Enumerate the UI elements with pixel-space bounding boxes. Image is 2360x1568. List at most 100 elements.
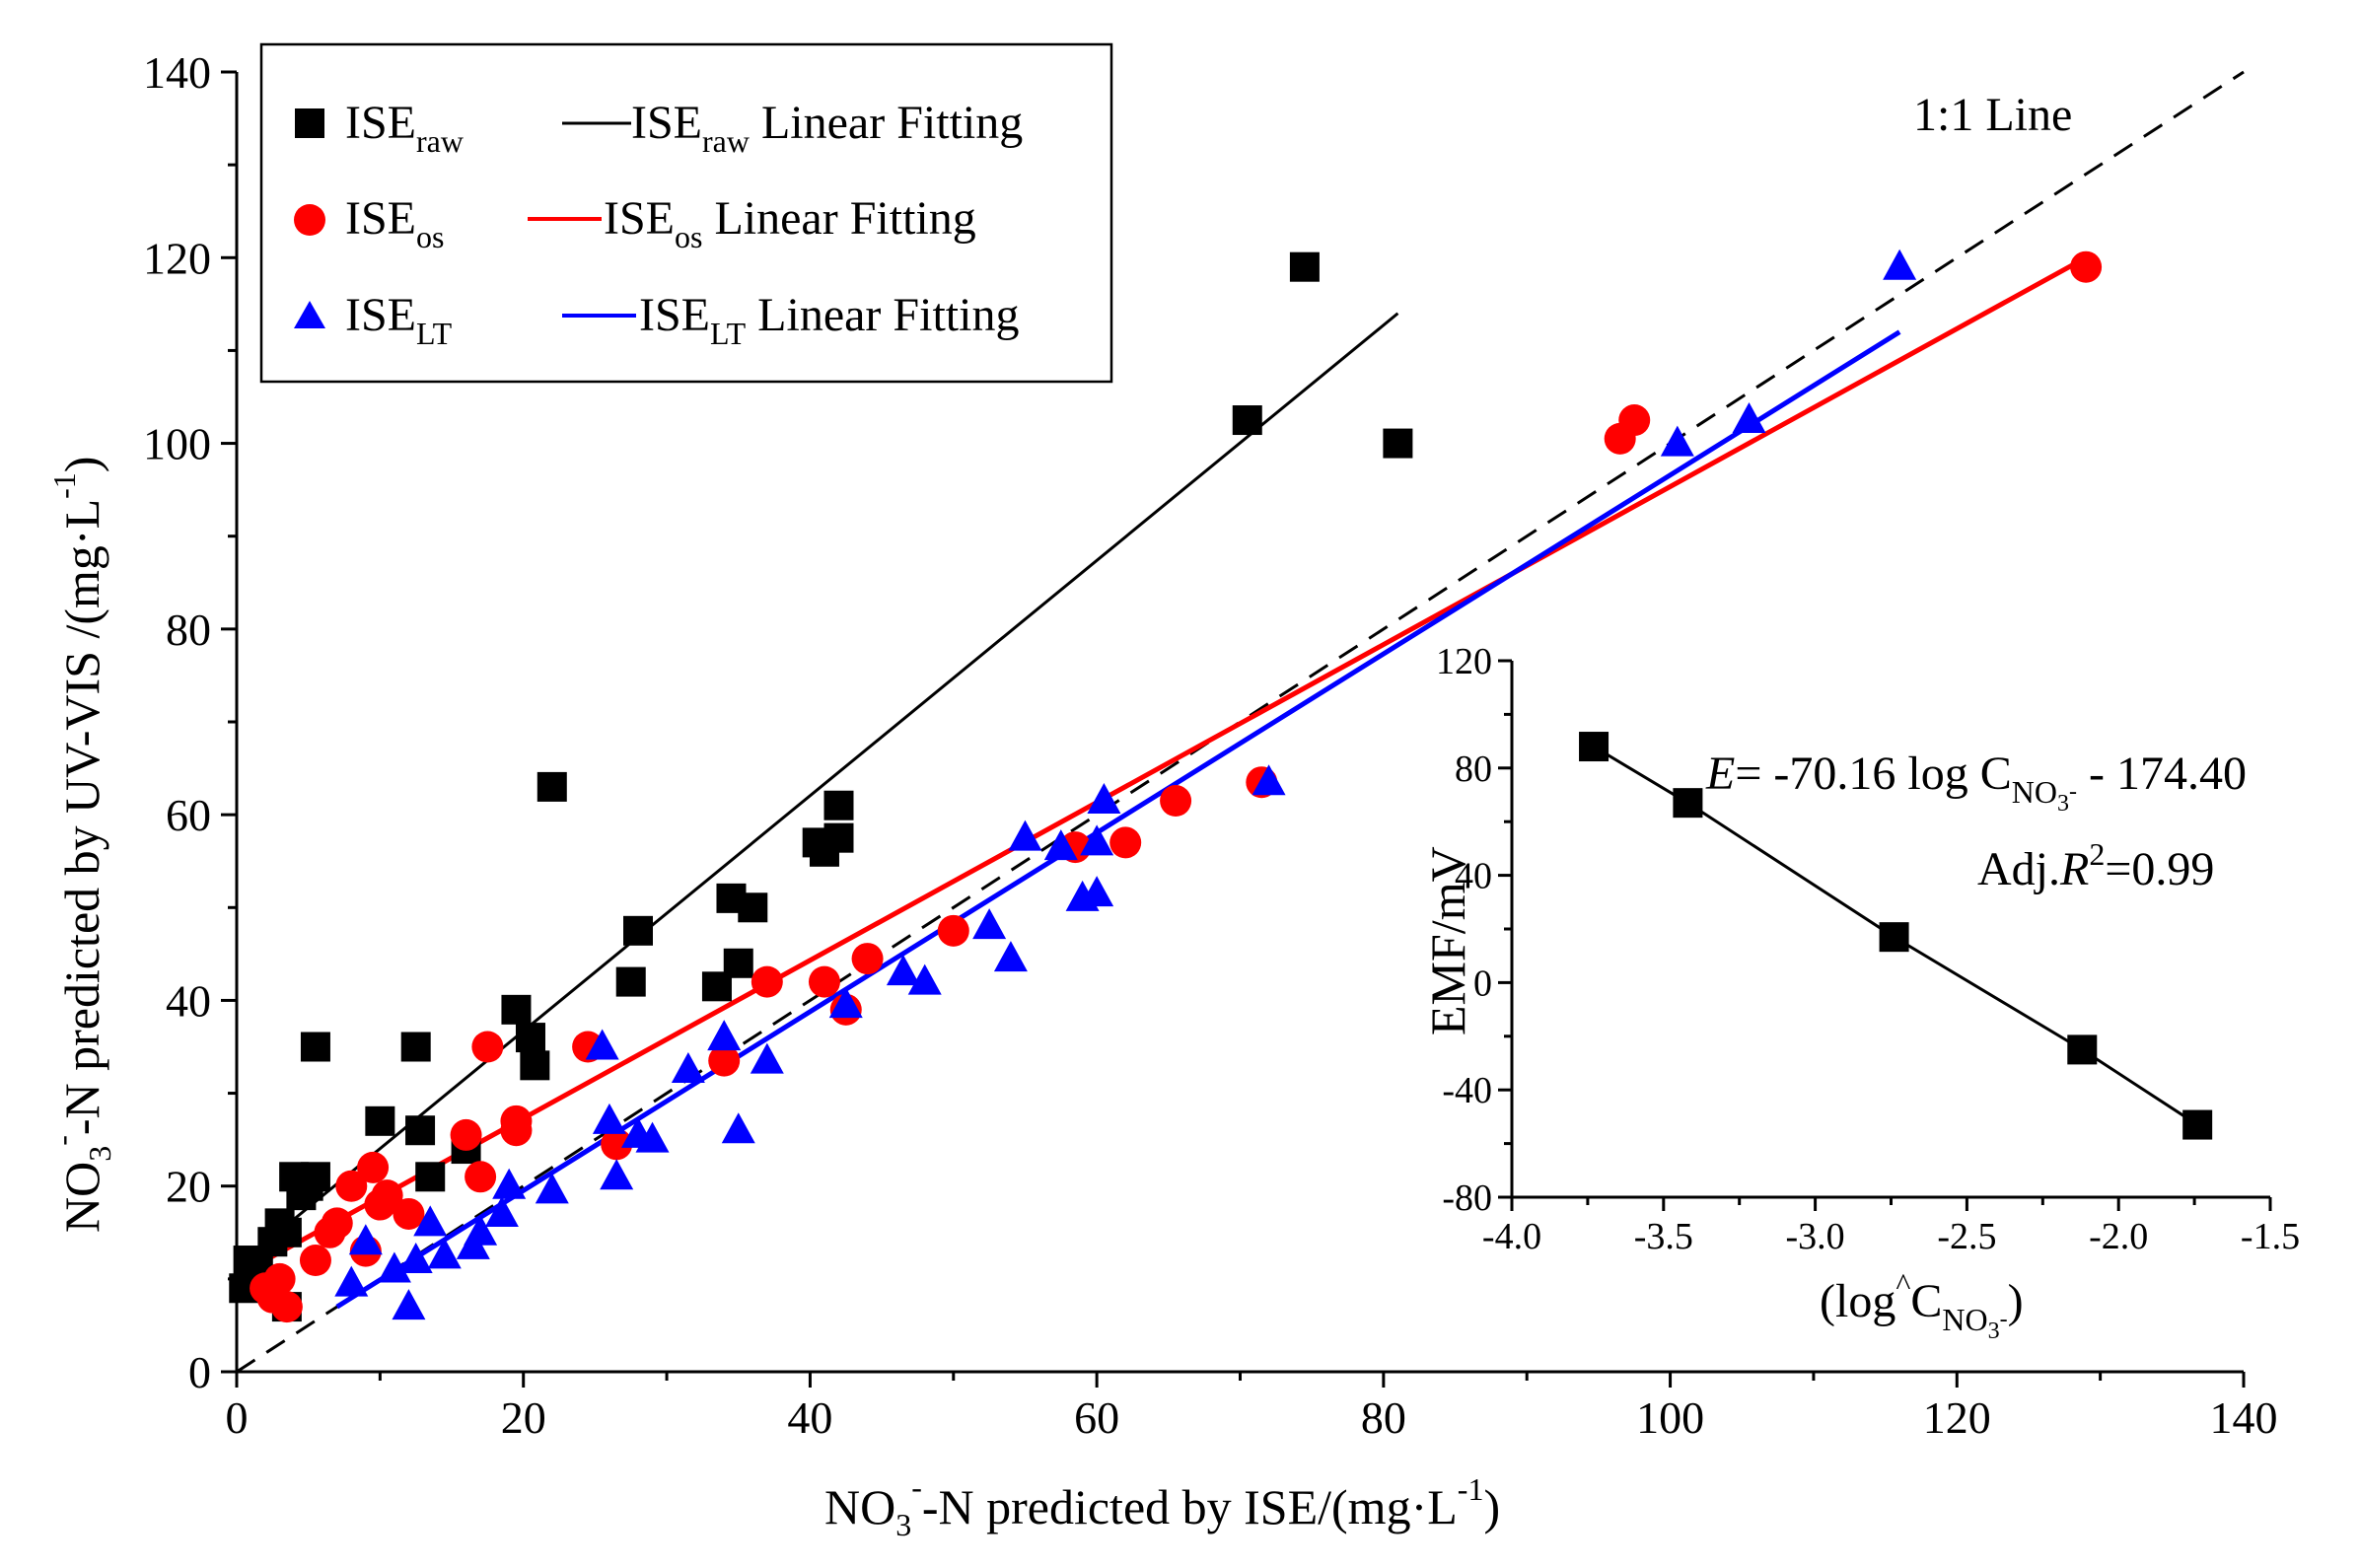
inset-point [1673, 788, 1703, 819]
point-ise-os [357, 1151, 390, 1183]
point-ise-os [2070, 250, 2103, 283]
point-ise-lt [484, 1195, 519, 1227]
point-ise-os [500, 1114, 533, 1147]
legend-fit-label-os: ISEos Linear Fitting [604, 192, 976, 254]
main-x-tick-label: 120 [1923, 1392, 1991, 1443]
point-ise-lt [398, 1243, 433, 1274]
point-ise-raw [723, 948, 753, 978]
inset-x-tick-label: -2.0 [2089, 1216, 2148, 1257]
point-ise-os [299, 1245, 331, 1277]
point-ise-os [851, 943, 884, 975]
point-ise-lt [585, 1029, 619, 1060]
point-ise-raw [405, 1115, 436, 1146]
inset-x-tick-label: -4.0 [1482, 1216, 1541, 1257]
inset-x-tick-label: -2.5 [1937, 1216, 1996, 1257]
legend: ISEraw ISEraw Linear Fitting ISEos ISEos… [259, 42, 1113, 384]
point-ise-raw [271, 1217, 302, 1247]
inset-point [2182, 1109, 2213, 1140]
legend-label-os: ISEos [345, 192, 444, 254]
point-ise-os [465, 1161, 497, 1193]
point-ise-os [751, 965, 783, 998]
legend-label-raw: ISEraw [345, 97, 464, 159]
legend-marker-lt [294, 301, 325, 328]
fit-line-ise-raw [243, 312, 1399, 1262]
point-ise-os [937, 914, 969, 947]
point-ise-os [393, 1197, 425, 1230]
inset-x-tick-label: -1.5 [2241, 1216, 2300, 1257]
inset-x-ticks: -4.0 -3.5 -3.0 -2.5 -2.0 -1.5 [1482, 1197, 2300, 1257]
point-ise-lt [671, 1052, 705, 1084]
inset-r2: Adj.R2=0.99 [1977, 836, 2214, 895]
point-ise-lt [1080, 824, 1114, 856]
legend-box [259, 42, 1113, 384]
point-ise-raw [1232, 405, 1262, 436]
point-ise-lt [600, 1159, 634, 1190]
point-ise-lt [464, 1214, 498, 1246]
point-ise-os [1618, 404, 1651, 437]
point-ise-os [270, 1291, 303, 1323]
main-y-tick-label: 0 [188, 1347, 211, 1397]
main-x-axis-title: NO3--N predicted by ISE/(mg·L-1) [824, 1469, 1500, 1542]
main-y-tick-label: 40 [166, 975, 211, 1026]
point-ise-raw [400, 1032, 431, 1062]
inset-y-axis-title: EMF/mV [1420, 846, 1475, 1035]
point-ise-os [335, 1170, 368, 1202]
inset-y-tick-label: -80 [1442, 1177, 1492, 1219]
point-ise-os [1109, 826, 1142, 859]
inset-equation: E= -70.16 log CNO3- - 174.40 [1705, 748, 2247, 817]
point-ise-lt [392, 1289, 426, 1320]
point-ise-lt [721, 1112, 755, 1144]
point-ise-lt [334, 1265, 369, 1297]
point-ise-lt [907, 963, 942, 995]
legend-marker-os [294, 204, 325, 236]
main-y-tick-label: 20 [166, 1162, 211, 1212]
inset-x-tick-label: -3.5 [1634, 1216, 1693, 1257]
point-ise-lt [635, 1121, 670, 1153]
inset-y-tick-label: 120 [1436, 641, 1492, 682]
main-x-tick-label: 80 [1361, 1392, 1406, 1443]
inset-point [1579, 732, 1609, 762]
main-y-axis-title: NO3--N predicted by UV-VIS /(mg·L-1) [44, 457, 117, 1233]
one-to-one-line [236, 70, 2245, 1374]
point-ise-raw [300, 1162, 330, 1192]
point-ise-raw [415, 1162, 446, 1192]
main-x-ticks: 0 20 40 60 80 100 120 140 [226, 1372, 2278, 1443]
point-ise-lt [413, 1205, 448, 1237]
legend-marker-raw [295, 108, 324, 138]
inset-point [2067, 1034, 2098, 1065]
point-ise-lt [1008, 820, 1042, 851]
legend-label-lt: ISELT [345, 289, 453, 351]
point-ise-raw [365, 1105, 395, 1136]
point-ise-lt [427, 1238, 462, 1269]
point-ise-os [371, 1179, 403, 1212]
main-y-tick-label: 80 [166, 605, 211, 655]
point-ise-lt [592, 1103, 626, 1134]
point-ise-raw [823, 822, 854, 853]
main-y-tick-label: 60 [166, 790, 211, 840]
main-x-tick-label: 40 [787, 1392, 832, 1443]
inset-y-ticks: -80 -40 0 40 80 120 [1436, 641, 1512, 1219]
point-ise-lt [750, 1042, 784, 1074]
point-ise-lt [1080, 876, 1114, 907]
fit-line-ise-os [263, 255, 2088, 1263]
point-ise-lt [492, 1168, 527, 1199]
legend-fit-label-raw: ISEraw Linear Fitting [631, 97, 1023, 159]
main-x-tick-label: 100 [1636, 1392, 1704, 1443]
point-ise-raw [623, 915, 653, 946]
point-ise-lt [993, 941, 1028, 972]
point-ise-raw [615, 966, 646, 997]
point-ise-os [808, 965, 840, 998]
inset-y-tick-label: 80 [1455, 748, 1492, 790]
fit-lines [243, 255, 2088, 1310]
point-ise-lt [1252, 764, 1286, 796]
inset-y-tick-label: 40 [1455, 856, 1492, 897]
point-ise-raw [738, 892, 768, 923]
inset-x-axis-title: (log^CNO3-) [1820, 1266, 2024, 1344]
point-ise-raw [520, 1050, 550, 1081]
legend-fit-label-lt: ISELT Linear Fitting [639, 289, 1019, 351]
point-ise-raw [1383, 428, 1413, 459]
inset-y-tick-label: 0 [1473, 962, 1492, 1004]
point-ise-lt [1087, 783, 1121, 815]
point-ise-os [450, 1118, 482, 1151]
